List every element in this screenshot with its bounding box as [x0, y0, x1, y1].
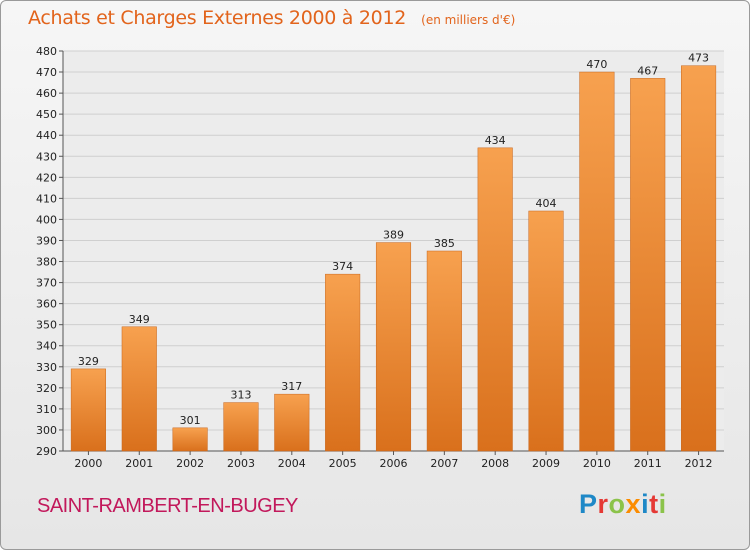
- x-tick-label-2009: 2009: [532, 457, 560, 470]
- bar-2012: [681, 65, 717, 452]
- bar-2010: [579, 71, 615, 452]
- bar-2006: [375, 242, 412, 452]
- y-tick-label: 410: [36, 192, 57, 205]
- y-tick-label: 360: [36, 298, 57, 311]
- bar-2001: [121, 326, 157, 452]
- value-label-2006: 389: [383, 229, 404, 242]
- value-label-2012: 473: [688, 52, 709, 65]
- value-label-2002: 301: [180, 414, 201, 427]
- bar-2003: [223, 402, 259, 452]
- value-label-2009: 404: [536, 197, 557, 210]
- x-tick-label-2001: 2001: [125, 457, 153, 470]
- x-tick-label-2005: 2005: [329, 457, 357, 470]
- x-tick-label-2003: 2003: [227, 457, 255, 470]
- bar-2009: [528, 210, 564, 452]
- bar-2008: [477, 147, 513, 452]
- y-tick-label: 290: [36, 445, 57, 458]
- y-tick-label: 420: [36, 171, 57, 184]
- y-tick-label: 440: [36, 129, 57, 142]
- x-tick-label-2010: 2010: [583, 457, 611, 470]
- value-label-2000: 329: [78, 355, 99, 368]
- chart-title: Achats et Charges Externes 2000 à 2012: [28, 7, 407, 29]
- y-tick-label: 380: [36, 256, 57, 269]
- y-tick-label: 370: [36, 277, 57, 290]
- y-tick-label: 350: [36, 319, 57, 332]
- y-tick-label: 430: [36, 150, 57, 163]
- bar-2004: [274, 393, 310, 452]
- y-tick-label: 310: [36, 403, 57, 416]
- y-tick-label: 480: [36, 45, 57, 58]
- x-tick-label-2006: 2006: [380, 457, 408, 470]
- chart-subtitle: (en milliers d'€): [421, 13, 516, 27]
- x-tick-label-2004: 2004: [278, 457, 306, 470]
- value-label-2008: 434: [485, 134, 506, 147]
- value-label-2005: 374: [332, 260, 353, 273]
- x-tick-label-2008: 2008: [481, 457, 509, 470]
- value-label-2004: 317: [281, 380, 302, 393]
- x-tick-label-2012: 2012: [685, 457, 713, 470]
- y-tick-label: 390: [36, 234, 57, 247]
- title-row: Achats et Charges Externes 2000 à 2012 (…: [28, 7, 515, 29]
- x-tick-label-2002: 2002: [176, 457, 204, 470]
- value-label-2010: 470: [586, 58, 607, 71]
- bar-2011: [630, 78, 666, 452]
- city-name: SAINT-RAMBERT-EN-BUGEY: [37, 495, 298, 517]
- bar-2005: [325, 273, 361, 452]
- bar-2002: [172, 427, 208, 452]
- y-tick-label: 320: [36, 382, 57, 395]
- y-tick-label: 400: [36, 213, 57, 226]
- y-tick-label: 460: [36, 87, 57, 100]
- y-tick-label: 340: [36, 340, 57, 353]
- value-label-2007: 385: [434, 237, 455, 250]
- labels: 290 300 310 320 330 340 350 360 370 380 390 400 410 4…: [36, 45, 713, 470]
- y-tick-label: 330: [36, 361, 57, 374]
- y-tick-label: 300: [36, 424, 57, 437]
- x-tick-label-2007: 2007: [430, 457, 458, 470]
- x-tick-label-2000: 2000: [74, 457, 102, 470]
- bar-2000: [70, 368, 106, 452]
- value-label-2001: 349: [129, 313, 150, 326]
- bar-2007: [426, 250, 462, 452]
- y-tick-label: 470: [36, 66, 57, 79]
- x-tick-label-2011: 2011: [634, 457, 662, 470]
- value-label-2003: 313: [230, 389, 251, 402]
- proxiti-logo[interactable]: Proxiti: [579, 489, 667, 519]
- y-tick-label: 450: [36, 108, 57, 121]
- bars: [70, 65, 717, 452]
- value-label-2011: 467: [637, 64, 658, 77]
